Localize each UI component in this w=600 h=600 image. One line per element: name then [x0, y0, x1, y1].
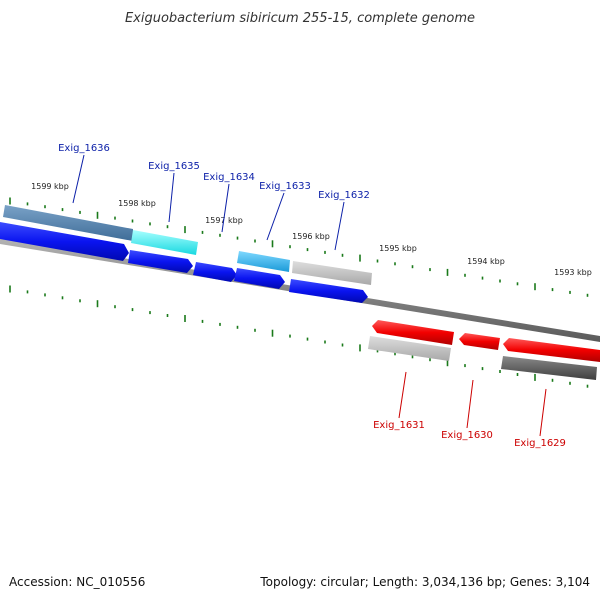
forward-gene-labels: Exig_1636 Exig_1635 Exig_1634 Exig_1633 … — [58, 143, 370, 251]
forward-gene-arrow[interactable] — [289, 279, 368, 303]
forward-gene-arrow[interactable] — [128, 250, 193, 273]
forward-gene-arrow[interactable] — [234, 268, 285, 289]
reverse-strand-genes — [372, 320, 600, 362]
gene-label-exig-1633[interactable]: Exig_1633 — [259, 181, 311, 192]
gene-label-exig-1629[interactable]: Exig_1629 — [514, 438, 566, 449]
gene-label-exig-1636[interactable]: Exig_1636 — [58, 143, 110, 154]
gene-box-gray[interactable] — [292, 261, 372, 285]
gene-label-exig-1632[interactable]: Exig_1632 — [318, 190, 370, 201]
gene-box-darkgray[interactable] — [501, 356, 597, 380]
gene-box-skyblue[interactable] — [237, 251, 290, 272]
reverse-gene-arrow[interactable] — [372, 320, 454, 345]
gene-box-steelblue[interactable] — [3, 205, 133, 241]
ruler-label-1596: 1596 kbp — [292, 232, 330, 241]
ruler-label-1593: 1593 kbp — [554, 268, 592, 277]
ruler-label-1598: 1598 kbp — [118, 199, 156, 208]
upper-ruler-ticks — [9, 197, 589, 297]
reverse-gene-arrow[interactable] — [503, 338, 600, 362]
feature-track-lower — [368, 336, 597, 380]
ruler-label-1599: 1599 kbp — [31, 182, 69, 191]
forward-gene-arrow[interactable] — [193, 262, 237, 282]
ruler-label-1595: 1595 kbp — [379, 244, 417, 253]
gene-label-exig-1630[interactable]: Exig_1630 — [441, 430, 493, 441]
genome-summary-text: Topology: circular; Length: 3,034,136 bp… — [259, 575, 590, 589]
gene-box-lightgray[interactable] — [368, 336, 451, 361]
gene-box-cyan[interactable] — [131, 230, 198, 255]
reverse-gene-arrow[interactable] — [459, 333, 500, 350]
accession-text: Accession: NC_010556 — [9, 575, 145, 589]
gene-label-exig-1634[interactable]: Exig_1634 — [203, 172, 255, 183]
gene-label-exig-1631[interactable]: Exig_1631 — [373, 420, 425, 431]
forward-gene-arrow[interactable] — [0, 222, 129, 261]
ruler-label-1594: 1594 kbp — [467, 257, 505, 266]
forward-strand-genes — [0, 222, 368, 303]
map-title: Exiguobacterium sibiricum 255-15, comple… — [125, 11, 475, 26]
reverse-gene-labels: Exig_1631 Exig_1630 Exig_1629 — [373, 371, 566, 449]
lower-ruler-ticks — [9, 285, 589, 388]
gene-label-exig-1635[interactable]: Exig_1635 — [148, 161, 200, 172]
feature-track-upper — [3, 205, 372, 285]
